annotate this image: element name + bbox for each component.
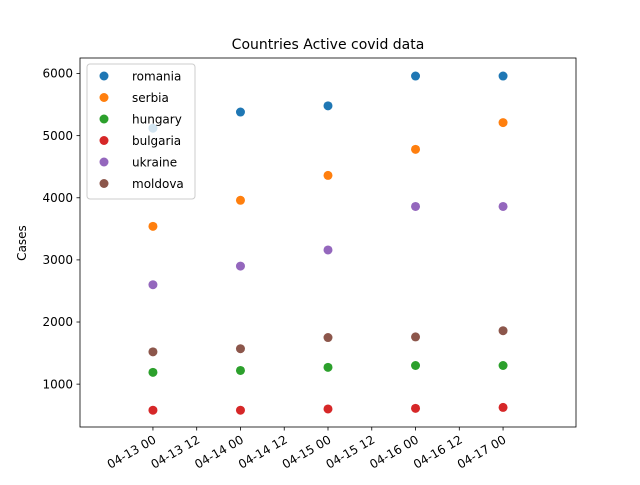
data-point-serbia <box>498 118 508 128</box>
data-point-moldova <box>235 344 245 354</box>
legend-item-ukraine: ukraine <box>99 155 177 169</box>
data-point-hungary <box>411 361 421 370</box>
series-moldova <box>148 326 508 357</box>
legend-box <box>86 63 196 200</box>
legend-item-hungary: hungary <box>99 112 182 126</box>
data-point-moldova <box>148 347 158 357</box>
y-tick-label: 6000 <box>42 67 73 81</box>
data-point-ukraine <box>235 261 245 271</box>
data-point-ukraine <box>498 201 508 211</box>
legend-marker-hungary <box>99 114 109 124</box>
data-point-serbia <box>411 144 421 154</box>
legend-item-serbia: serbia <box>99 91 169 105</box>
data-point-bulgaria <box>235 405 245 415</box>
legend-marker-romania <box>99 71 109 81</box>
series-bulgaria <box>148 402 508 415</box>
data-point-ukraine <box>411 201 421 211</box>
legend-marker-moldova <box>99 179 109 188</box>
data-point-serbia <box>323 170 333 180</box>
legend-item-romania: romania <box>99 69 181 83</box>
data-point-bulgaria <box>148 405 158 415</box>
legend-item-moldova: moldova <box>99 177 184 191</box>
y-axis: 1000 2000 3000 4000 5000 6000 <box>42 67 80 391</box>
data-point-hungary <box>498 361 508 370</box>
legend-marker-ukraine <box>99 157 109 167</box>
y-tick-label: 2000 <box>42 315 73 329</box>
y-tick-label: 5000 <box>42 129 73 143</box>
data-point-ukraine <box>323 245 333 255</box>
y-tick-label: 3000 <box>42 253 73 267</box>
data-point-hungary <box>235 365 245 375</box>
data-point-moldova <box>498 326 508 336</box>
plot-frame <box>79 57 577 428</box>
y-tick-label: 1000 <box>42 377 73 391</box>
data-point-romania <box>498 71 508 81</box>
data-point-serbia <box>148 221 158 231</box>
chart-title: Countries Active covid data <box>232 37 425 53</box>
data-point-ukraine <box>148 280 158 290</box>
data-point-bulgaria <box>323 404 333 414</box>
data-point-romania <box>411 71 421 81</box>
data-point-hungary <box>323 362 333 372</box>
data-point-moldova <box>411 332 421 342</box>
y-axis-label: Cases <box>15 225 29 261</box>
legend-label: ukraine <box>132 155 177 169</box>
legend-marker-serbia <box>99 93 109 102</box>
plot-area <box>148 71 508 415</box>
data-point-romania <box>323 101 333 111</box>
data-point-hungary <box>148 367 158 377</box>
data-point-bulgaria <box>498 402 508 412</box>
legend-label: bulgaria <box>132 134 181 148</box>
legend-label: hungary <box>132 112 182 126</box>
series-ukraine <box>148 201 508 290</box>
legend-marker-bulgaria <box>99 136 109 145</box>
legend-label: romania <box>132 69 181 83</box>
y-tick-label: 4000 <box>42 191 73 205</box>
legend: romania serbia hungary bulgaria ukraine moldo… <box>86 63 196 200</box>
data-point-moldova <box>323 333 333 343</box>
data-point-romania <box>235 107 245 117</box>
series-hungary <box>148 361 508 377</box>
series-serbia <box>148 118 508 231</box>
legend-item-bulgaria: bulgaria <box>99 134 181 148</box>
data-point-serbia <box>235 195 245 205</box>
legend-label: moldova <box>132 177 184 191</box>
data-point-bulgaria <box>411 403 421 413</box>
legend-label: serbia <box>132 91 169 105</box>
